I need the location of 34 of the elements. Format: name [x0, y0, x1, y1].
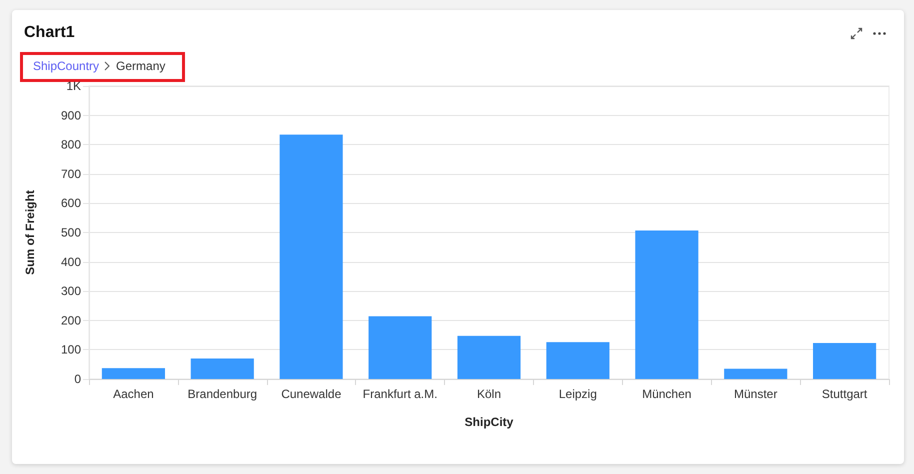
y-tick-label: 300 [60, 284, 82, 298]
text: Germany [116, 58, 166, 74]
chart-title: Chart1 [24, 23, 75, 43]
bar [190, 358, 254, 379]
text: ShipCountry [33, 58, 100, 74]
y-tick-label: 500 [60, 226, 82, 240]
y-tick-label: 0 [74, 372, 82, 386]
y-tick-label: 200 [60, 313, 82, 328]
y-tick-label: 1K [66, 79, 81, 93]
bar [457, 336, 521, 379]
y-tick-label: 900 [60, 108, 82, 122]
y-tick-label: 600 [60, 196, 82, 210]
bar [368, 316, 432, 379]
bar [102, 368, 165, 379]
x-tick-label: Leipzig [558, 387, 597, 401]
bar [635, 230, 698, 379]
x-tick-label: Brandenburg [188, 387, 258, 401]
y-tick-label: 800 [60, 138, 82, 152]
x-tick-label: Aachen [113, 387, 154, 401]
y-tick-label: 400 [60, 254, 82, 269]
bar [280, 134, 343, 379]
x-tick-label: Frankfurt a.M. [362, 387, 438, 401]
x-tick-label: Münster [734, 387, 778, 401]
x-tick-label: München [642, 387, 692, 401]
x-tick-label: Köln [476, 387, 502, 401]
y-tick-label: 700 [60, 166, 82, 181]
bar [546, 342, 610, 379]
x-axis-title: ShipCity [464, 415, 514, 429]
bar [813, 342, 876, 379]
x-tick-label: Stuttgart [822, 387, 868, 401]
y-tick-label: 100 [60, 342, 82, 357]
bar [724, 368, 788, 379]
x-tick-label: Cunewalde [281, 387, 342, 401]
y-axis-title: Sum of Freight [23, 190, 37, 275]
